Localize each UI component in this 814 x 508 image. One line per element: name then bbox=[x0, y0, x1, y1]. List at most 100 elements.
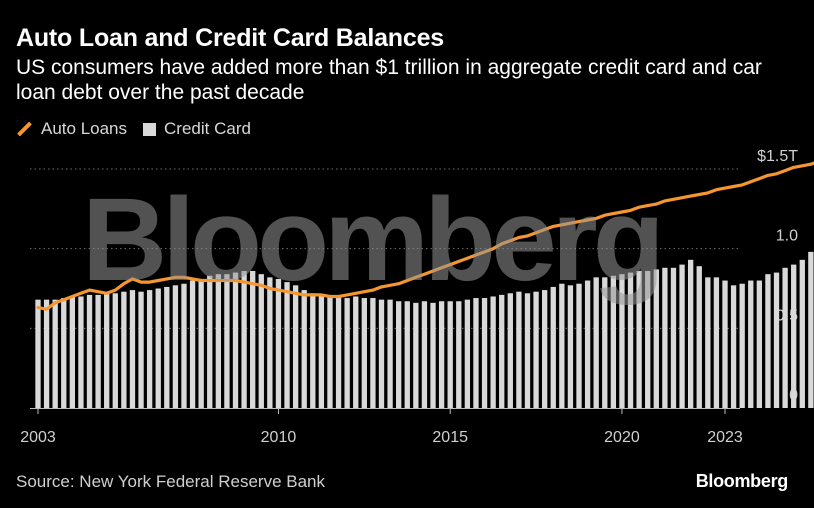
credit-card-bar bbox=[78, 296, 84, 408]
credit-card-bar bbox=[756, 280, 763, 408]
y-tick-label: $1.5T bbox=[757, 148, 798, 165]
credit-card-bar bbox=[584, 280, 591, 408]
credit-card-bar bbox=[146, 290, 153, 408]
brand-logo: Bloomberg bbox=[695, 471, 789, 491]
credit-card-bar bbox=[593, 277, 599, 408]
credit-card-bar bbox=[516, 291, 522, 408]
credit-card-bar bbox=[250, 270, 256, 408]
credit-card-bar bbox=[619, 274, 625, 408]
legend-item-auto-loans: Auto Loans bbox=[16, 119, 127, 139]
credit-card-bar bbox=[155, 288, 161, 408]
credit-card-bar bbox=[799, 259, 805, 408]
credit-card-bar bbox=[189, 280, 196, 408]
chart-legend: Auto Loans Credit Card bbox=[16, 119, 267, 139]
credit-card-bar bbox=[696, 266, 702, 408]
credit-card-bar bbox=[507, 293, 513, 408]
credit-card-bar bbox=[69, 296, 76, 408]
credit-card-bar bbox=[335, 296, 342, 408]
legend-item-credit-card: Credit Card bbox=[143, 119, 251, 139]
credit-card-bar bbox=[404, 301, 410, 408]
credit-card-bar bbox=[344, 298, 350, 408]
credit-card-bar bbox=[602, 277, 608, 408]
credit-card-bar bbox=[138, 291, 144, 408]
credit-card-bar bbox=[207, 275, 213, 408]
credit-card-bar bbox=[627, 272, 634, 408]
credit-card-bar bbox=[396, 301, 402, 408]
credit-card-bar bbox=[499, 294, 505, 408]
credit-card-bar bbox=[275, 278, 282, 408]
credit-card-bar bbox=[95, 294, 101, 408]
credit-card-bar bbox=[224, 274, 230, 408]
credit-card-bar bbox=[129, 290, 136, 408]
credit-card-bar bbox=[215, 274, 221, 408]
credit-card-bar bbox=[121, 291, 127, 408]
credit-card-bar bbox=[748, 280, 754, 408]
credit-card-bar bbox=[361, 298, 367, 408]
credit-card-bar bbox=[524, 293, 531, 408]
credit-card-bar bbox=[473, 298, 479, 408]
credit-card-bar bbox=[164, 286, 170, 408]
legend-label-credit-card: Credit Card bbox=[164, 119, 251, 138]
credit-card-bar bbox=[284, 282, 290, 408]
y-tick-label: 1.0 bbox=[776, 228, 798, 245]
x-tick-label: 2020 bbox=[604, 429, 640, 446]
credit-card-bar bbox=[430, 302, 436, 408]
credit-card-bar bbox=[35, 299, 41, 408]
credit-card-bar bbox=[791, 264, 797, 408]
credit-card-bar bbox=[112, 293, 118, 408]
credit-card-bar bbox=[43, 299, 50, 408]
credit-card-bar bbox=[713, 277, 720, 408]
credit-card-bar bbox=[456, 301, 462, 408]
credit-card-bar bbox=[739, 283, 745, 408]
credit-card-bar bbox=[104, 293, 110, 408]
credit-card-bar bbox=[765, 274, 771, 408]
credit-card-bar bbox=[576, 283, 582, 408]
credit-card-bar bbox=[438, 301, 445, 408]
credit-card-bar bbox=[447, 301, 453, 408]
credit-card-bar bbox=[86, 294, 93, 408]
credit-card-bar bbox=[705, 277, 711, 408]
credit-card-bar bbox=[464, 299, 471, 408]
credit-card-bar bbox=[559, 283, 565, 408]
credit-card-bar bbox=[567, 285, 574, 408]
x-tick-label: 2015 bbox=[432, 429, 468, 446]
credit-card-bar bbox=[181, 283, 187, 408]
credit-card-bar bbox=[730, 285, 737, 408]
credit-card-bar bbox=[52, 299, 58, 408]
credit-card-bar bbox=[679, 264, 685, 408]
legend-box-swatch bbox=[143, 122, 157, 136]
credit-card-bar bbox=[292, 285, 299, 408]
credit-card-bar bbox=[258, 274, 264, 408]
credit-card-bar bbox=[773, 272, 780, 408]
chart-title: Auto Loan and Credit Card Balances bbox=[16, 24, 444, 52]
credit-card-bar bbox=[353, 296, 359, 408]
credit-card-bar bbox=[808, 251, 814, 408]
credit-card-bar bbox=[653, 269, 659, 408]
credit-card-bar bbox=[267, 277, 273, 408]
credit-card-bar bbox=[198, 278, 204, 408]
credit-card-bar bbox=[481, 298, 488, 408]
credit-card-bar bbox=[387, 299, 393, 408]
credit-card-bar bbox=[610, 275, 617, 408]
source-note: Source: New York Federal Reserve Bank bbox=[16, 472, 325, 491]
credit-card-bar bbox=[413, 302, 419, 408]
credit-card-bar bbox=[172, 285, 179, 408]
credit-card-bar bbox=[318, 296, 325, 408]
credit-card-bar bbox=[722, 280, 728, 408]
credit-card-bar bbox=[636, 270, 642, 408]
credit-card-bar bbox=[378, 299, 385, 408]
credit-card-bar bbox=[542, 290, 548, 408]
credit-card-bar bbox=[662, 267, 668, 408]
x-tick-label: 2010 bbox=[261, 429, 297, 446]
credit-card-bar bbox=[232, 272, 239, 408]
x-tick-label: 2023 bbox=[707, 429, 743, 446]
credit-card-bar bbox=[670, 267, 677, 408]
credit-card-bar bbox=[370, 298, 376, 408]
credit-card-bar bbox=[327, 296, 333, 408]
credit-card-bar bbox=[490, 296, 496, 408]
credit-card-bar bbox=[61, 298, 67, 408]
credit-card-bar bbox=[645, 270, 651, 408]
credit-card-bar bbox=[550, 286, 556, 408]
credit-card-bar bbox=[533, 291, 539, 408]
